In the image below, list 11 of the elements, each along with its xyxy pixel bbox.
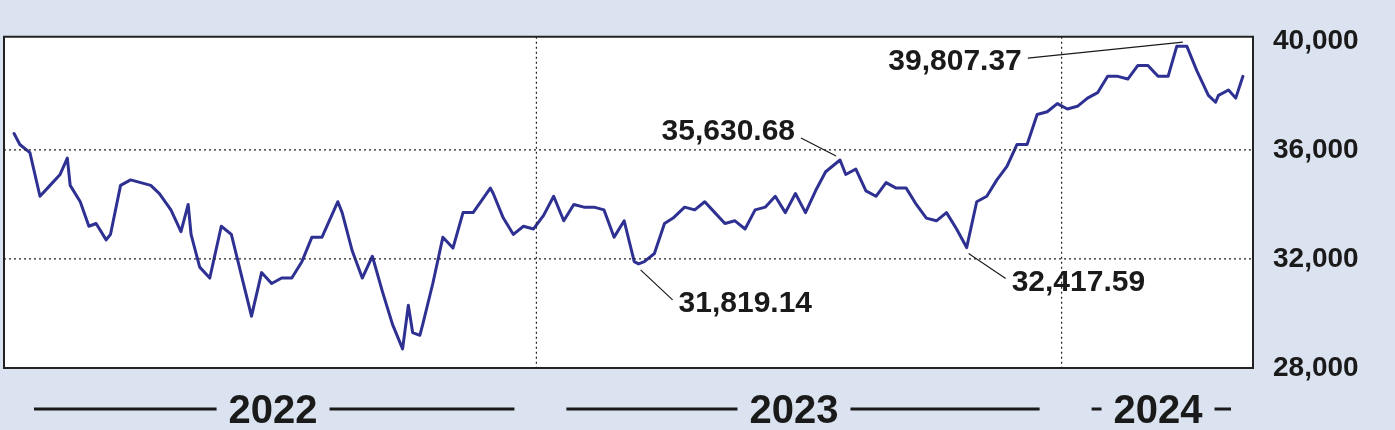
y-tick-label: 40,000 <box>1273 23 1359 55</box>
x-tick-label: 2024 <box>1113 387 1204 430</box>
x-tick-label: 2023 <box>749 387 839 430</box>
x-tick-label: 2022 <box>228 387 318 430</box>
annotation: 39,807.37 <box>888 43 1022 77</box>
y-tick-label: 32,000 <box>1273 241 1359 273</box>
annotation: 32,417.59 <box>1011 263 1146 297</box>
annotation: 31,819.14 <box>678 285 813 319</box>
y-tick-label: 36,000 <box>1273 132 1359 164</box>
y-tick-label: 28,000 <box>1273 350 1359 382</box>
annotation: 35,630.68 <box>661 113 796 147</box>
